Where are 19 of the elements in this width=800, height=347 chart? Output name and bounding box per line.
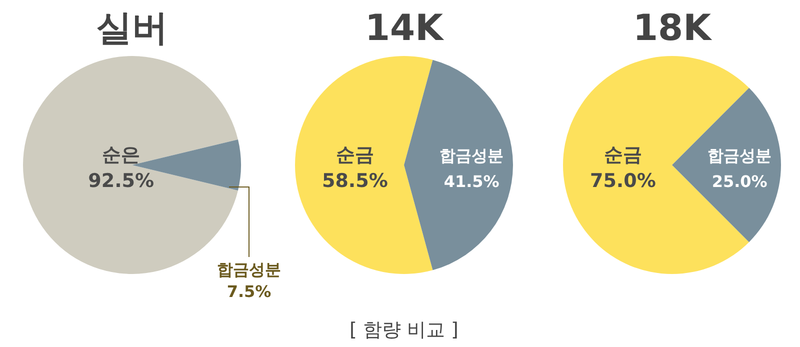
slice-label: 순금 <box>604 144 642 166</box>
data-label: 58.5% <box>322 170 388 192</box>
pie-slice <box>672 88 781 242</box>
slice-label: 순은 <box>102 144 140 166</box>
pie-slice <box>295 56 433 274</box>
slice-label: 합금성분 <box>708 146 772 165</box>
chart-title: 14K <box>365 8 444 49</box>
slice-label: 합금성분 <box>217 260 281 279</box>
slice-label: 순금 <box>336 144 374 166</box>
text: [ 함량 비교 ] <box>350 319 458 341</box>
data-label: 7.5% <box>226 282 272 301</box>
pie-slice <box>404 60 513 270</box>
data-label: 92.5% <box>88 170 154 192</box>
chart-title: 실버 <box>96 8 168 49</box>
slice-label: 합금성분 <box>440 146 504 165</box>
data-label: 41.5% <box>444 172 500 191</box>
chart-title: 18K <box>633 8 712 49</box>
data-label: 75.0% <box>590 170 656 192</box>
data-label: 25.0% <box>712 172 768 191</box>
